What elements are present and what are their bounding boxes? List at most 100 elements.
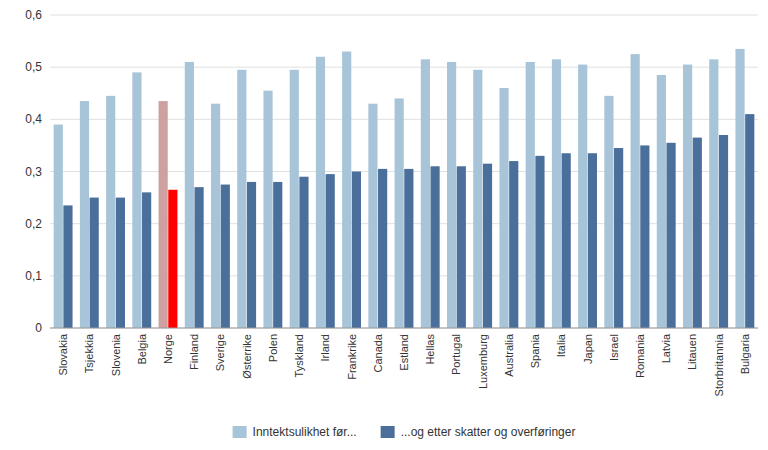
bar bbox=[142, 192, 151, 328]
legend-swatch bbox=[381, 426, 395, 438]
bar bbox=[247, 182, 256, 328]
x-tick-label: Polen bbox=[267, 334, 279, 362]
bar bbox=[614, 148, 623, 328]
bar bbox=[719, 135, 728, 328]
bar bbox=[693, 138, 702, 328]
bars bbox=[54, 49, 755, 328]
legend-item: Inntektsulikhet før... bbox=[233, 425, 357, 439]
bar bbox=[326, 174, 335, 328]
bar bbox=[683, 65, 692, 328]
bar bbox=[211, 104, 220, 328]
x-tick-label: Storbritannia bbox=[713, 333, 725, 396]
bar bbox=[299, 177, 308, 328]
bar bbox=[552, 59, 561, 328]
x-tick-label: Litauen bbox=[686, 334, 698, 370]
x-tick-label: Romania bbox=[634, 333, 646, 378]
bar bbox=[473, 70, 482, 328]
x-tick-label: Italia bbox=[555, 333, 567, 357]
bar bbox=[578, 65, 587, 328]
bar bbox=[263, 91, 272, 328]
bar bbox=[116, 198, 125, 328]
bar bbox=[745, 114, 754, 328]
bar bbox=[666, 143, 675, 328]
x-axis-line bbox=[50, 328, 758, 329]
bar bbox=[657, 75, 666, 328]
x-tick-label: Østerrike bbox=[241, 334, 253, 379]
bar bbox=[483, 164, 492, 328]
bar bbox=[526, 62, 535, 328]
bar bbox=[588, 153, 597, 328]
y-tick-label: 0,2 bbox=[25, 217, 42, 231]
grid-line bbox=[50, 223, 758, 224]
bar bbox=[378, 169, 387, 328]
grid-line bbox=[50, 171, 758, 172]
bar bbox=[342, 52, 351, 328]
x-tick-label: Hellas bbox=[424, 334, 436, 365]
bar bbox=[221, 185, 230, 328]
bar bbox=[395, 98, 404, 328]
x-tick-label: Slovenia bbox=[110, 333, 122, 376]
x-tick-label: Irland bbox=[319, 334, 331, 362]
bar bbox=[316, 57, 325, 328]
grid-line bbox=[50, 119, 758, 120]
bar bbox=[709, 59, 718, 328]
bar bbox=[457, 166, 466, 328]
y-tick-label: 0,3 bbox=[25, 165, 42, 179]
bar bbox=[352, 172, 361, 329]
chart: 00,10,20,30,40,50,6SlovakiaTsjekkiaSlove… bbox=[0, 0, 768, 450]
legend-item: ...og etter skatter og overføringer bbox=[381, 425, 576, 439]
bar bbox=[237, 70, 246, 328]
bar bbox=[63, 205, 72, 328]
bar bbox=[185, 62, 194, 328]
x-tick-label: Luxemburg bbox=[477, 334, 489, 389]
x-tick-label: Latvia bbox=[660, 333, 672, 363]
x-tick-label: Tsjekkia bbox=[83, 333, 95, 373]
x-tick-label: Bulgaria bbox=[739, 333, 751, 374]
bar bbox=[640, 145, 649, 328]
bar bbox=[90, 198, 99, 328]
x-tick-label: Belgia bbox=[136, 333, 148, 364]
x-tick-label: Canada bbox=[372, 333, 384, 372]
bar bbox=[735, 49, 744, 328]
grid-line bbox=[50, 275, 758, 276]
bar bbox=[168, 190, 177, 328]
bar bbox=[499, 88, 508, 328]
bar bbox=[447, 62, 456, 328]
x-tick-label: Sverige bbox=[214, 334, 226, 371]
x-tick-label: Finland bbox=[188, 334, 200, 370]
bar bbox=[421, 59, 430, 328]
x-tick-label: Australia bbox=[503, 333, 515, 377]
bar bbox=[80, 101, 89, 328]
x-tick-label: Slovakia bbox=[57, 333, 69, 375]
grid-line bbox=[50, 15, 758, 16]
grid bbox=[50, 15, 758, 328]
legend-label: Inntektsulikhet før... bbox=[253, 425, 357, 439]
bar bbox=[132, 72, 141, 328]
bar bbox=[404, 169, 413, 328]
bar bbox=[54, 125, 63, 328]
grid-line bbox=[50, 328, 758, 329]
bar bbox=[159, 101, 168, 328]
x-tick-label: Frankrike bbox=[346, 334, 358, 380]
y-tick-label: 0,6 bbox=[25, 8, 42, 22]
bar bbox=[106, 96, 115, 328]
x-tick-label: Spania bbox=[529, 333, 541, 368]
bar bbox=[430, 166, 439, 328]
y-tick-label: 0 bbox=[35, 321, 42, 335]
x-tick-label: Japan bbox=[582, 334, 594, 364]
bar bbox=[273, 182, 282, 328]
legend: Inntektsulikhet før... ...og etter skatte… bbox=[233, 425, 576, 439]
legend-label: ...og etter skatter og overføringer bbox=[401, 425, 576, 439]
bar bbox=[509, 161, 518, 328]
y-tick-label: 0,1 bbox=[25, 269, 42, 283]
bar bbox=[368, 104, 377, 328]
bar bbox=[290, 70, 299, 328]
bar bbox=[562, 153, 571, 328]
y-tick-label: 0,5 bbox=[25, 60, 42, 74]
x-tick-label: Portugal bbox=[450, 334, 462, 375]
x-tick-label: Israel bbox=[608, 334, 620, 361]
grid-line bbox=[50, 67, 758, 68]
bar bbox=[535, 156, 544, 328]
bar bbox=[631, 54, 640, 328]
x-tick-label: Norge bbox=[162, 334, 174, 364]
